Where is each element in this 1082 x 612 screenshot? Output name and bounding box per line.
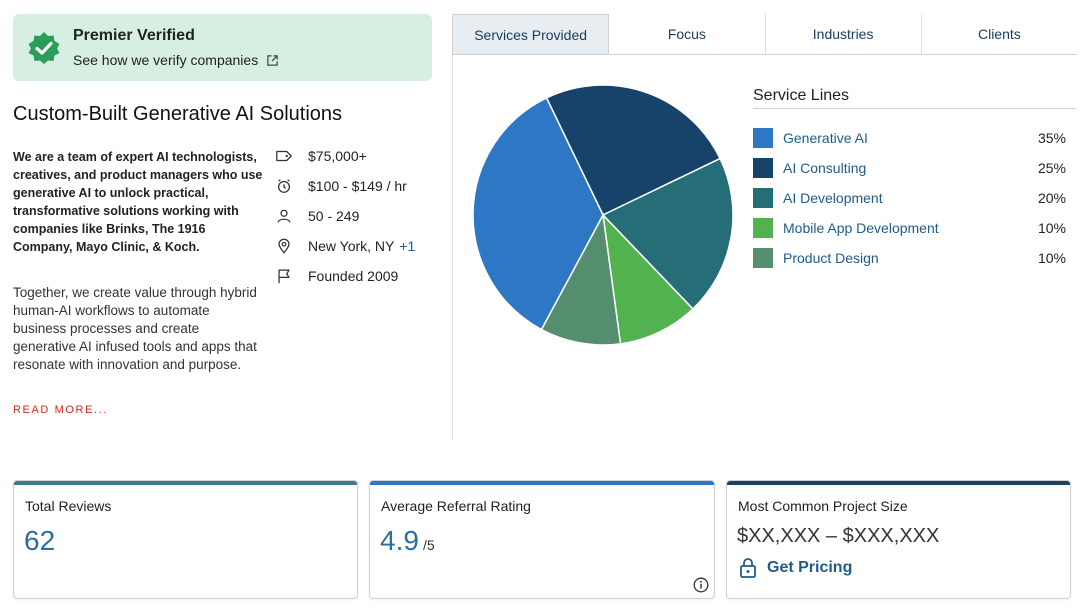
pie-slice-product-design[interactable] [540,212,622,346]
service-lines-legend: Generative AI 35% AI Consulting 25% AI Devel… [753,123,1066,273]
premier-verified-banner: Premier Verified See how we verify compa… [13,14,432,81]
legend-label[interactable]: Mobile App Development [783,220,939,236]
legend-swatch [753,128,773,148]
tab-industries[interactable]: Industries [765,14,922,54]
column-divider [452,14,453,440]
legend-label[interactable]: Generative AI [783,130,868,146]
legend-item-ai-consulting[interactable]: AI Consulting 25% [753,153,1066,183]
fact-min-project-text: $75,000+ [308,148,367,164]
verify-companies-link[interactable]: See how we verify companies [73,52,279,68]
get-pricing-button[interactable]: Get Pricing [739,557,852,579]
legend-percentage: 35% [1037,130,1066,146]
fact-employees-text: 50 - 249 [308,208,360,224]
referral-rating-value: 4.9 [380,525,419,556]
fact-founded-text: Founded 2009 [308,268,399,284]
total-reviews-card: Total Reviews 62 [13,480,358,599]
project-size-value: $XX,XXX – $XXX,XXX [737,525,940,547]
fact-location-text: New York, NY [308,238,395,254]
info-icon[interactable] [693,577,709,593]
legend-percentage: 20% [1037,190,1066,206]
referral-rating-label: Average Referral Rating [381,498,531,514]
legend-label[interactable]: Product Design [783,250,879,266]
tab-focus[interactable]: Focus [609,14,766,54]
fact-location: New York, NY +1 [273,236,415,256]
verify-link-label: See how we verify companies [73,52,259,68]
legend-percentage: 10% [1037,250,1066,266]
legend-item-product-design[interactable]: Product Design 10% [753,243,1066,273]
fact-min-project-size: $75,000+ [273,146,367,166]
legend-title: Service Lines [753,87,850,104]
pie-slice-generative-ai[interactable] [472,96,604,331]
legend-divider [753,108,1076,109]
user-icon [273,206,295,226]
total-reviews-label: Total Reviews [25,498,112,514]
tab-clients[interactable]: Clients [921,14,1077,54]
legend-swatch [753,218,773,238]
project-size-label: Most Common Project Size [738,498,908,514]
company-description: Together, we create value through hybrid… [13,285,257,372]
total-reviews-value: 62 [24,525,56,556]
fact-founded: Founded 2009 [273,266,398,286]
card-accent-bar [727,481,1070,485]
tab-services-provided[interactable]: Services Provided [452,14,610,54]
clock-icon [273,176,295,196]
focus-tabs: Services Provided Focus Industries Clien… [452,14,1077,55]
price-tag-icon [273,146,295,166]
referral-rating-card: Average Referral Rating 4.9/5 [369,480,715,599]
legend-percentage: 10% [1037,220,1066,236]
service-lines-pie-chart [472,84,734,346]
location-pin-icon [273,236,295,256]
referral-rating-unit: /5 [422,537,435,553]
fact-hourly-rate: $100 - $149 / hr [273,176,407,196]
legend-item-mobile-app-development[interactable]: Mobile App Development 10% [753,213,1066,243]
company-description-lead: We are a team of expert AI technologists… [13,150,263,254]
legend-swatch [753,188,773,208]
get-pricing-label: Get Pricing [767,559,853,576]
pie-slice-mobile-app-development[interactable] [601,212,694,345]
external-link-icon [267,54,278,66]
referral-rating-value-wrap: 4.9/5 [380,525,435,557]
more-locations-link[interactable]: +1 [399,238,416,254]
legend-percentage: 25% [1037,160,1066,176]
read-more-link[interactable]: READ MORE... [13,404,108,416]
card-accent-bar [14,481,357,485]
verified-title: Premier Verified [73,27,195,44]
legend-item-ai-development[interactable]: AI Development 20% [753,183,1066,213]
fact-hourly-rate-text: $100 - $149 / hr [308,178,407,194]
flag-icon [273,266,295,286]
legend-label[interactable]: AI Consulting [783,160,867,176]
verified-badge-icon [28,32,60,64]
company-headline: Custom-Built Generative AI Solutions [13,103,343,125]
card-accent-bar [370,481,714,485]
pie-slice-ai-development[interactable] [601,157,734,310]
legend-label[interactable]: AI Development [783,190,883,206]
fact-employees: 50 - 249 [273,206,359,226]
project-size-card: Most Common Project Size $XX,XXX – $XXX,… [726,480,1071,599]
lock-icon [740,558,756,578]
pie-slice-ai-consulting[interactable] [545,84,722,217]
legend-item-generative-ai[interactable]: Generative AI 35% [753,123,1066,153]
legend-swatch [753,248,773,268]
legend-swatch [753,158,773,178]
